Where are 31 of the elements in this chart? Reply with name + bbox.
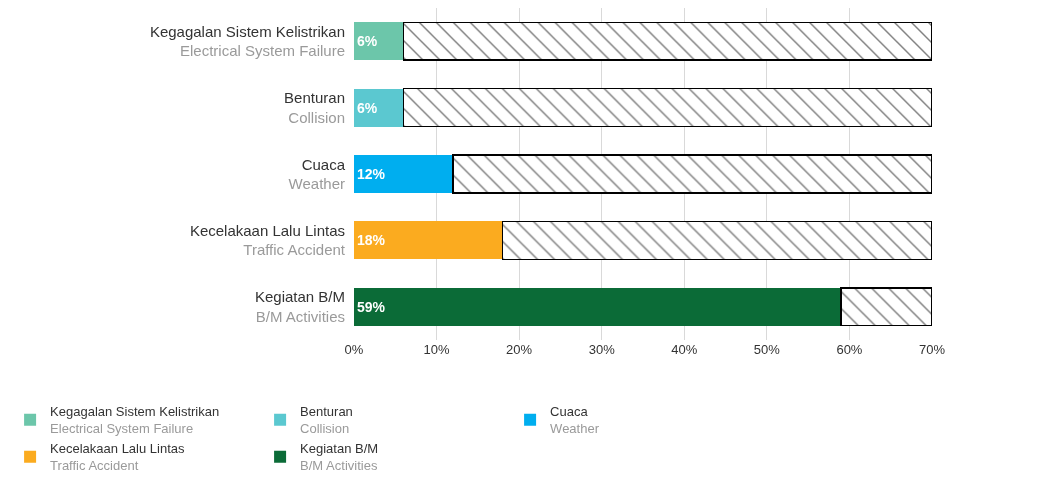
legend-label: Cuaca Weather: [550, 404, 600, 437]
y-tick-label: Benturan Collision: [284, 89, 345, 126]
y-tick-label: Cuaca Weather: [288, 155, 346, 192]
y-tick-label: Kecelakaan Lalu Lintas Traffic Accident: [189, 221, 346, 259]
x-tick-label: 70%: [918, 342, 946, 357]
y-tick-label: Kegagalan Sistem Kelistrikan Electrical System Failure: [149, 22, 345, 60]
bar: [501, 220, 932, 261]
x-tick-label: 0%: [344, 342, 364, 357]
legend-label: Kegagalan Sistem Kelistrikan Electrical System Failure: [50, 404, 220, 437]
bar: [354, 22, 404, 61]
bar: [354, 287, 842, 326]
data-label: 6%: [357, 99, 378, 116]
bar: [402, 21, 932, 61]
bar: [354, 221, 503, 260]
data-label: 59%: [357, 298, 386, 315]
bar: [354, 155, 454, 193]
bar: [840, 287, 932, 327]
x-tick-label: 60%: [836, 342, 863, 357]
x-tick-label: 50%: [753, 342, 781, 357]
x-tick-label: 30%: [588, 342, 616, 357]
x-tick-label: 40%: [671, 342, 698, 357]
data-label: 18%: [357, 232, 386, 249]
x-tick-label: 10%: [423, 342, 451, 357]
y-tick-label: Kegiatan B/M B/M Activities: [254, 288, 345, 325]
data-label: 6%: [357, 33, 378, 50]
bar: [402, 87, 932, 128]
bar: [452, 154, 932, 194]
x-tick-label: 20%: [506, 342, 533, 357]
bar: [354, 88, 404, 127]
data-label: 12%: [357, 166, 386, 182]
legend-label: Kecelakaan Lalu Lintas Traffic Accident: [50, 441, 186, 474]
